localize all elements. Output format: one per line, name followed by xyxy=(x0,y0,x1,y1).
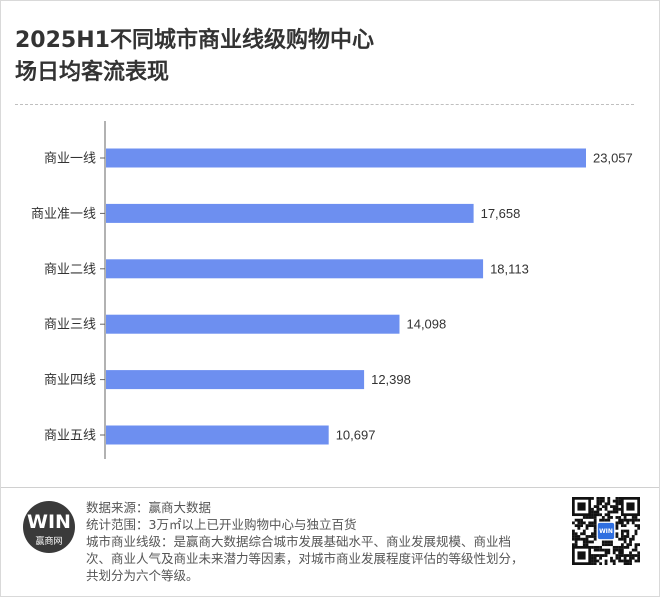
category-label: 商业准一线 xyxy=(31,207,96,222)
bar xyxy=(106,425,329,445)
data-source-note: 数据来源：赢商大数据 xyxy=(86,500,212,515)
bar-value-label: 23,057 xyxy=(593,151,633,166)
qr-code[interactable]: WIN xyxy=(572,497,640,565)
bar-chart: 商业一线 23,057 商业准一线 17,658 商业二线 18,113 商业三线 14,09… xyxy=(31,121,633,459)
qr-center-logo xyxy=(597,522,615,540)
chart-title-line-1: 2025H1不同城市商业线级购物中心 xyxy=(15,28,374,53)
category-label: 商业五线 xyxy=(44,429,96,444)
category-label: 商业三线 xyxy=(44,318,96,333)
footer-notes: 数据来源：赢商大数据 统计范围：3万㎡以上已开业购物中心与独立百货 城市商业线级… xyxy=(86,499,526,584)
qr-finder-pattern xyxy=(620,497,640,517)
category-label: 商业二线 xyxy=(44,262,96,277)
footer-divider xyxy=(1,487,659,488)
bar xyxy=(106,203,474,223)
bar-value-label: 12,398 xyxy=(371,372,411,387)
tier-definition-note: 城市商业线级：是赢商大数据综合城市发展基础水平、商业发展规模、商业档次、商业人气… xyxy=(86,534,524,583)
bar-value-label: 14,098 xyxy=(406,317,446,332)
chart-title: 2025H1不同城市商业线级购物中心 场日均客流表现 xyxy=(15,25,635,89)
bar-value-label: 18,113 xyxy=(490,261,529,276)
statistics-scope-note: 统计范围：3万㎡以上已开业购物中心与独立百货 xyxy=(86,517,357,532)
qr-center-label: WIN xyxy=(599,528,613,535)
category-label: 商业一线 xyxy=(44,152,96,167)
bar xyxy=(106,370,365,390)
bar xyxy=(106,259,484,279)
bar-value-label: 10,697 xyxy=(336,428,376,443)
brand-logo-name: 赢商网 xyxy=(35,537,63,547)
bar-value-label: 17,658 xyxy=(481,206,521,221)
qr-finder-pattern xyxy=(572,545,592,565)
chart-title-line-2: 场日均客流表现 xyxy=(15,60,170,85)
title-divider xyxy=(15,104,634,105)
qr-finder-pattern xyxy=(572,497,592,517)
bar xyxy=(106,148,586,168)
bar xyxy=(106,314,400,334)
brand-logo-mark: WIN xyxy=(27,511,71,533)
category-label: 商业四线 xyxy=(44,373,96,388)
brand-logo: WIN 赢商网 xyxy=(23,501,75,553)
